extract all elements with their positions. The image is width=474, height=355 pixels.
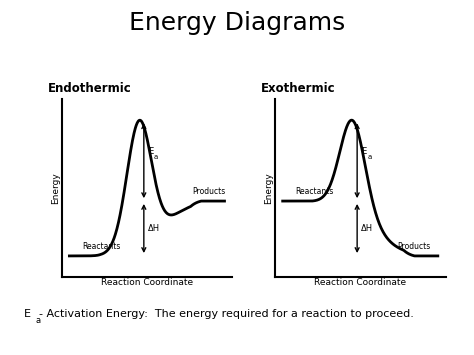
Text: E: E	[361, 147, 366, 155]
Y-axis label: Energy: Energy	[51, 172, 60, 204]
Text: E: E	[148, 147, 153, 155]
Text: Reactants: Reactants	[82, 242, 120, 251]
X-axis label: Reaction Coordinate: Reaction Coordinate	[314, 278, 406, 287]
Text: Energy Diagrams: Energy Diagrams	[129, 11, 345, 35]
Text: Products: Products	[397, 242, 430, 251]
Text: E: E	[24, 309, 31, 319]
Text: Endothermic: Endothermic	[47, 82, 131, 95]
Text: a: a	[367, 154, 372, 160]
Text: a: a	[154, 154, 158, 160]
Text: a: a	[36, 316, 41, 325]
Text: Products: Products	[192, 187, 226, 196]
X-axis label: Reaction Coordinate: Reaction Coordinate	[101, 278, 193, 287]
Text: Reactants: Reactants	[295, 187, 334, 196]
Text: ΔH: ΔH	[148, 224, 160, 233]
Y-axis label: Energy: Energy	[264, 172, 273, 204]
Text: - Activation Energy:  The energy required for a reaction to proceed.: - Activation Energy: The energy required…	[39, 309, 414, 319]
Text: Exothermic: Exothermic	[261, 82, 335, 95]
Text: ΔH: ΔH	[361, 224, 373, 233]
